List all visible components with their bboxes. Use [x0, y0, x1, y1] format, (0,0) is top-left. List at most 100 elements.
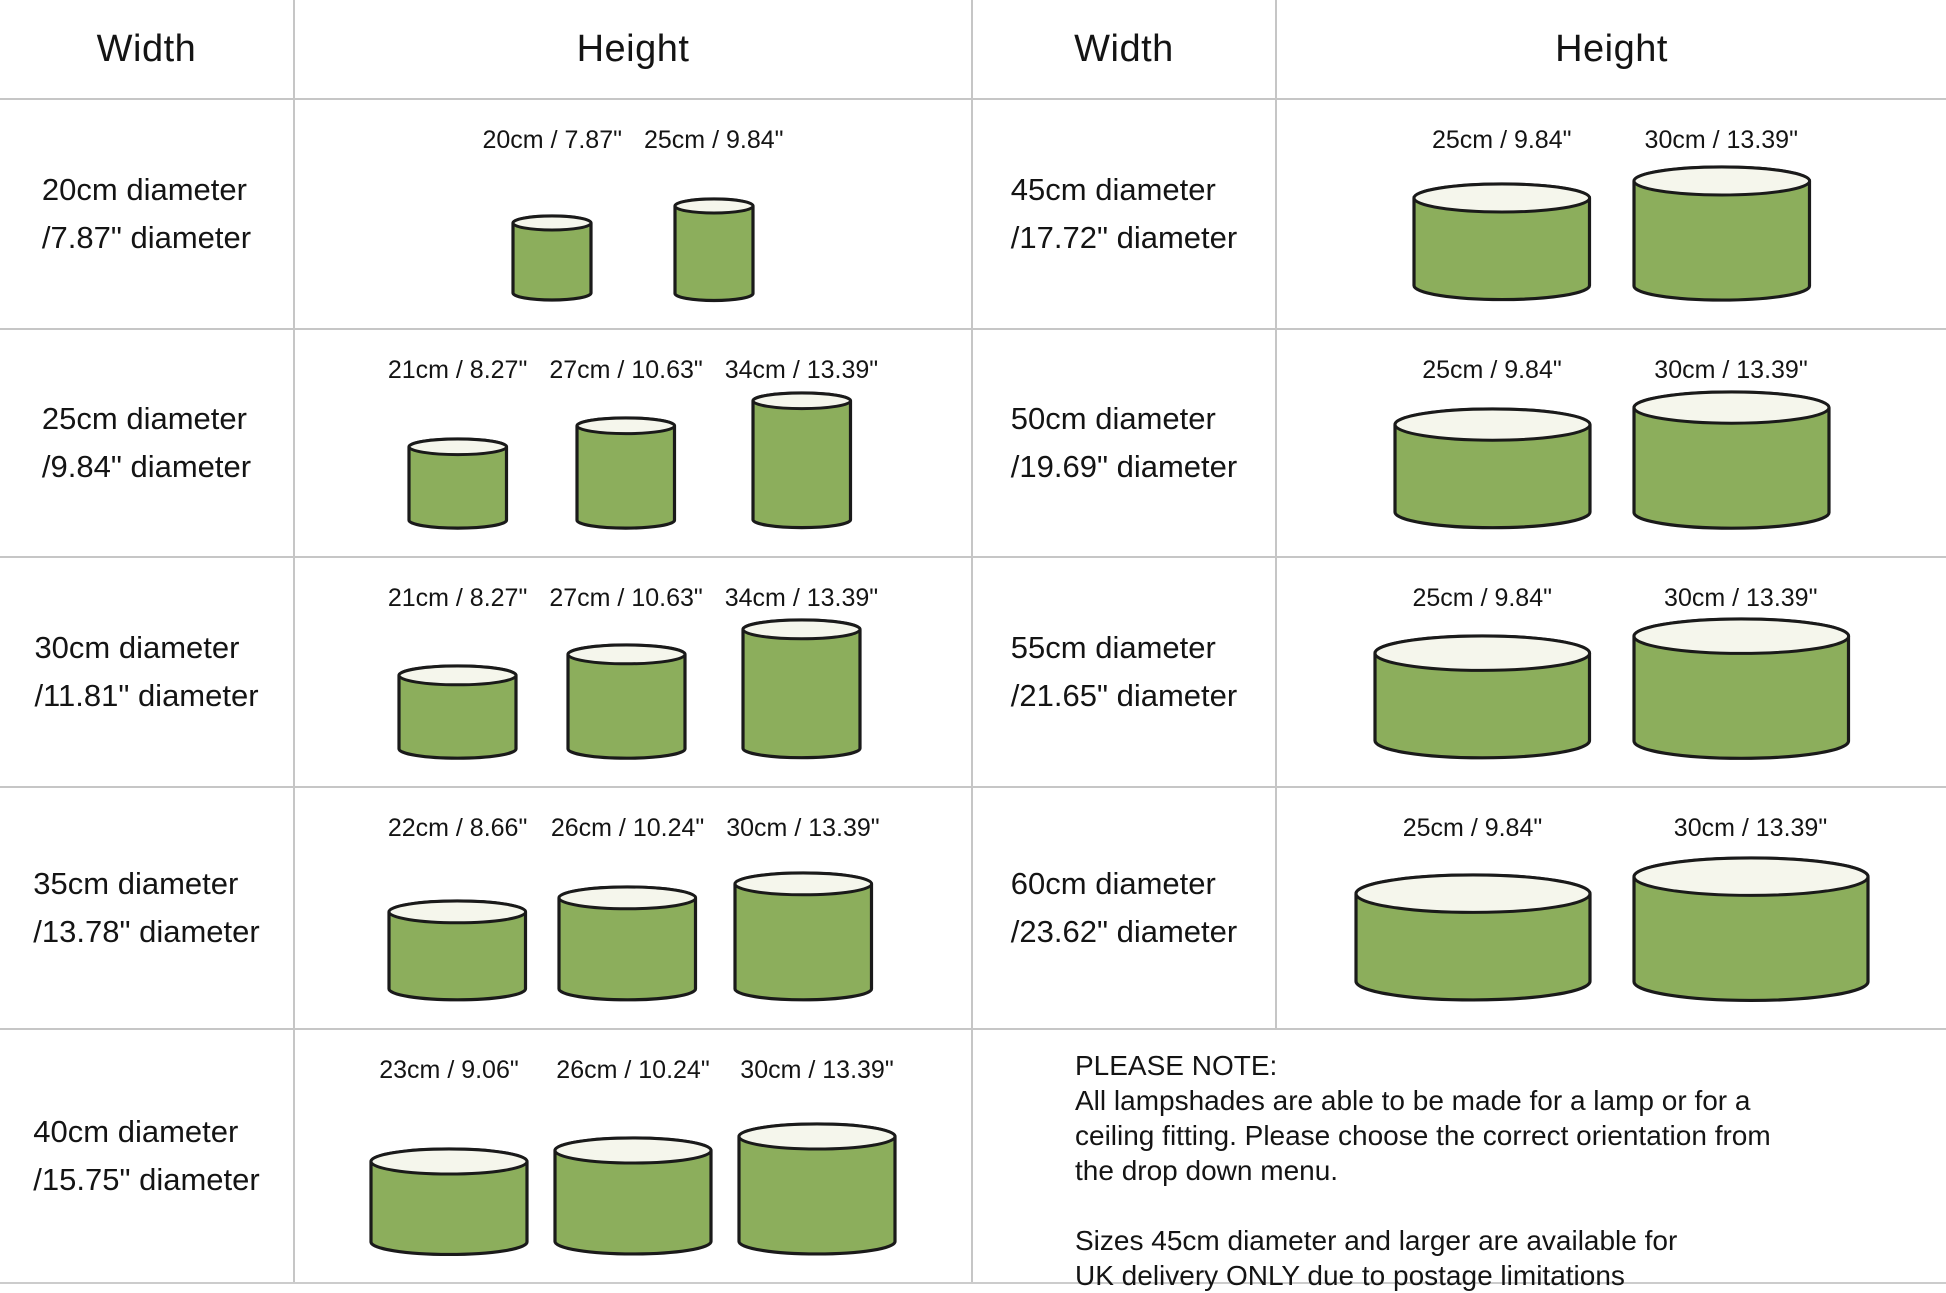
- height-cell-60cm: 25cm / 9.84" 30cm / 13.39": [1277, 788, 1946, 1030]
- shade-height-label: 25cm / 9.84": [1402, 814, 1543, 842]
- lampshade-cylinder-graphic: [751, 391, 852, 530]
- width-label-inches: /19.69" diameter: [1010, 449, 1238, 484]
- lampshade-cylinder-graphic: [741, 618, 862, 760]
- width-cell-35cm: 35cm diameter /13.78" diameter: [0, 788, 295, 1030]
- column-header-width-right: Width: [973, 0, 1277, 100]
- width-label: 20cm diameter /7.87" diameter: [42, 166, 251, 262]
- width-cell-40cm: 40cm diameter /15.75" diameter: [0, 1030, 295, 1282]
- shade-height-label: 30cm / 13.39": [1673, 814, 1828, 842]
- width-label: 30cm diameter /11.81" diameter: [34, 624, 258, 720]
- note-block: PLEASE NOTE: All lampshades are able to …: [973, 1030, 1946, 1291]
- width-cell-50cm: 50cm diameter /19.69" diameter: [973, 330, 1277, 558]
- shade-height-label: 30cm / 13.39": [726, 814, 880, 842]
- lampshade-cylinder-graphic: [565, 643, 687, 760]
- lampshade-cylinder-graphic: [557, 885, 698, 1002]
- lampshade-cylinder-graphic: [673, 196, 755, 302]
- lampshade-cylinder-graphic: [397, 664, 518, 760]
- shade-height-label: 25cm / 9.84": [644, 126, 784, 154]
- shade-height-label: 34cm / 13.39": [724, 356, 879, 384]
- lampshade-illustration-group: 25cm / 9.84": [1392, 356, 1593, 531]
- shade-height-label: 23cm / 9.06": [379, 1056, 519, 1084]
- width-label: 45cm diameter /17.72" diameter: [1011, 166, 1237, 262]
- height-cell-40cm: 23cm / 9.06" 26cm / 10.24" 30cm / 13.39": [295, 1030, 973, 1282]
- width-cell-20cm: 20cm diameter /7.87" diameter: [0, 100, 295, 330]
- height-cell-55cm: 25cm / 9.84" 30cm / 13.39": [1277, 558, 1946, 788]
- shade-height-label: 25cm / 9.84": [1412, 584, 1552, 612]
- width-cell-45cm: 45cm diameter /17.72" diameter: [973, 100, 1277, 330]
- lampshade-cylinder-graphic: [737, 1122, 897, 1256]
- shade-height-label: 26cm / 10.24": [550, 814, 705, 842]
- column-header-height-right: Height: [1277, 0, 1946, 100]
- lampshade-illustration-group: 30cm / 13.39": [1631, 584, 1852, 761]
- lampshade-illustration-group: 23cm / 9.06": [368, 1056, 530, 1257]
- width-label-inches: /15.75" diameter: [33, 1162, 260, 1197]
- shade-height-label: 27cm / 10.63": [549, 356, 703, 384]
- lampshade-cylinder-graphic: [1392, 407, 1592, 530]
- lampshade-illustration-group: 27cm / 10.63": [549, 584, 703, 761]
- width-label: 60cm diameter /23.62" diameter: [1011, 860, 1237, 956]
- width-label-inches: /17.72" diameter: [1010, 220, 1238, 255]
- lampshade-illustration-group: 27cm / 10.63": [549, 356, 703, 531]
- shade-height-label: 25cm / 9.84": [1422, 356, 1562, 384]
- lampshade-illustration-group: 30cm / 13.39": [1631, 126, 1813, 303]
- lampshade-illustration-group: 30cm / 13.39": [736, 1056, 898, 1257]
- width-label-cm: 45cm diameter: [1010, 171, 1216, 207]
- width-cell-30cm: 30cm diameter /11.81" diameter: [0, 558, 295, 788]
- width-label-inches: /21.65" diameter: [1010, 678, 1238, 713]
- lampshade-cylinder-graphic: [369, 1146, 529, 1256]
- width-label-cm: 35cm diameter: [33, 865, 239, 901]
- width-label-inches: /13.78" diameter: [33, 914, 260, 949]
- lampshade-cylinder-graphic: [1631, 390, 1831, 530]
- width-label: 35cm diameter /13.78" diameter: [33, 860, 259, 956]
- shade-height-label: 21cm / 8.27": [387, 356, 528, 384]
- lampshade-cylinder-graphic: [1353, 873, 1592, 1002]
- shade-height-label: 20cm / 7.87": [482, 126, 622, 154]
- shade-height-label: 22cm / 8.66": [387, 814, 528, 842]
- lampshade-cylinder-graphic: [407, 437, 508, 530]
- lampshade-illustration-group: 30cm / 13.39": [1631, 814, 1871, 1003]
- height-cell-35cm: 22cm / 8.66" 26cm / 10.24" 30cm / 13.39": [295, 788, 973, 1030]
- width-label: 50cm diameter /19.69" diameter: [1011, 395, 1237, 491]
- lampshade-illustration-group: 21cm / 8.27": [387, 356, 528, 531]
- width-label: 25cm diameter /9.84" diameter: [42, 395, 251, 491]
- lampshade-illustration-group: 30cm / 13.39": [726, 814, 880, 1003]
- shade-height-label: 27cm / 10.63": [549, 584, 703, 612]
- width-label-inches: /9.84" diameter: [41, 449, 252, 484]
- lampshade-illustration-group: 34cm / 13.39": [725, 584, 878, 761]
- width-cell-55cm: 55cm diameter /21.65" diameter: [973, 558, 1277, 788]
- lampshade-cylinder-graphic: [387, 899, 528, 1002]
- lampshade-cylinder-graphic: [1631, 856, 1870, 1002]
- width-label-cm: 50cm diameter: [1010, 400, 1216, 436]
- width-label: 55cm diameter /21.65" diameter: [1011, 624, 1237, 720]
- header-label: Height: [576, 27, 690, 70]
- width-cell-25cm: 25cm diameter /9.84" diameter: [0, 330, 295, 558]
- shade-height-label: 25cm / 9.84": [1431, 126, 1572, 154]
- note-paragraph-delivery: Sizes 45cm diameter and larger are avail…: [1075, 1225, 1678, 1291]
- column-header-width-left: Width: [0, 0, 295, 100]
- note-paragraph-orientation: All lampshades are able to be made for a…: [1075, 1085, 1771, 1186]
- lampshade-illustration-group: 25cm / 9.84": [1372, 584, 1593, 761]
- lampshade-illustration-group: 25cm / 9.84": [1411, 126, 1593, 303]
- header-label: Height: [1555, 27, 1668, 70]
- lampshade-illustration-group: 34cm / 13.39": [725, 356, 878, 531]
- width-label-inches: /11.81" diameter: [34, 678, 259, 713]
- shade-height-label: 26cm / 10.24": [556, 1056, 710, 1084]
- height-cell-25cm: 21cm / 8.27" 27cm / 10.63" 34cm / 13.39": [295, 330, 973, 558]
- width-label-cm: 20cm diameter: [41, 171, 247, 207]
- lampshade-illustration-group: 22cm / 8.66": [386, 814, 529, 1003]
- header-label: Width: [96, 27, 197, 70]
- note-title: PLEASE NOTE:: [1075, 1050, 1278, 1081]
- shade-height-label: 30cm / 13.39": [1654, 356, 1808, 384]
- shade-height-label: 30cm / 13.39": [1644, 126, 1798, 154]
- lampshade-cylinder-graphic: [1631, 165, 1811, 302]
- height-cell-30cm: 21cm / 8.27" 27cm / 10.63" 34cm / 13.39": [295, 558, 973, 788]
- lampshade-cylinder-graphic: [1631, 617, 1850, 760]
- lampshade-cylinder-graphic: [733, 871, 873, 1002]
- lampshade-cylinder-graphic: [1373, 634, 1592, 760]
- lampshade-cylinder-graphic: [553, 1136, 713, 1256]
- height-cell-45cm: 25cm / 9.84" 30cm / 13.39": [1277, 100, 1946, 330]
- width-label-cm: 55cm diameter: [1010, 629, 1216, 665]
- width-label-cm: 40cm diameter: [33, 1113, 239, 1149]
- height-cell-50cm: 25cm / 9.84" 30cm / 13.39": [1277, 330, 1946, 558]
